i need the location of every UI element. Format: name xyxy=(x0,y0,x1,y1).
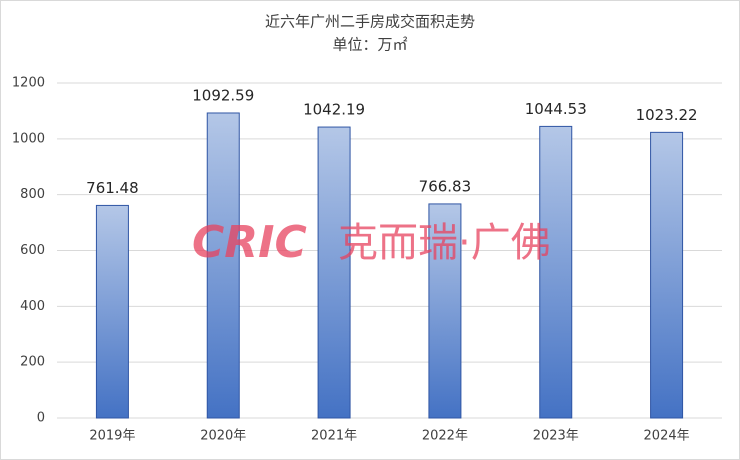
x-tick-label: 2021年 xyxy=(311,429,357,444)
y-tick-label: 800 xyxy=(20,187,45,202)
y-tick-label: 400 xyxy=(20,299,45,314)
bar xyxy=(428,203,462,419)
bar xyxy=(95,204,129,419)
chart-subtitle: 单位：万㎡ xyxy=(332,36,407,54)
y-tick-label: 0 xyxy=(37,411,45,426)
value-label: 1023.22 xyxy=(636,106,698,124)
chart-title: 近六年广州二手房成交面积走势 xyxy=(265,13,475,31)
y-tick-label: 600 xyxy=(20,243,45,258)
bar xyxy=(650,131,684,419)
bar xyxy=(539,125,573,419)
y-tick-label: 200 xyxy=(20,355,45,370)
bar xyxy=(317,126,351,419)
watermark-text: 克而瑞·广佛 xyxy=(338,220,551,266)
y-tick-label: 1200 xyxy=(12,76,45,91)
value-label: 766.83 xyxy=(419,177,472,195)
bar xyxy=(206,112,240,419)
value-label: 761.48 xyxy=(86,179,139,197)
value-label: 1044.53 xyxy=(525,100,587,118)
x-tick-label: 2023年 xyxy=(533,429,579,444)
plot: 0 200 400 600 800 1000 1200 2019年 761.48 2020年 109… xyxy=(12,76,722,444)
x-tick-label: 2022年 xyxy=(422,429,468,444)
x-tick-label: 2020年 xyxy=(200,429,246,444)
value-label: 1042.19 xyxy=(303,101,365,119)
x-tick-label: 2024年 xyxy=(644,429,690,444)
value-label: 1092.59 xyxy=(192,86,254,104)
y-tick-label: 1000 xyxy=(12,131,45,146)
x-tick-label: 2019年 xyxy=(89,429,135,444)
watermark-logo: CRIC xyxy=(192,217,307,268)
